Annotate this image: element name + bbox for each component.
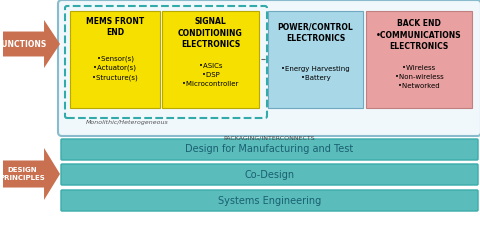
FancyBboxPatch shape <box>58 0 480 136</box>
FancyBboxPatch shape <box>162 11 259 108</box>
Text: SIGNAL
CONDITIONING
ELECTRONICS: SIGNAL CONDITIONING ELECTRONICS <box>178 17 243 49</box>
Text: •Wireless
•Non-wireless
•Networked: •Wireless •Non-wireless •Networked <box>395 65 444 89</box>
Text: MEMS FRONT
END: MEMS FRONT END <box>86 17 144 37</box>
FancyBboxPatch shape <box>61 139 478 160</box>
Text: FUNCTIONS: FUNCTIONS <box>0 39 47 49</box>
Text: DESIGN
PRINCIPLES: DESIGN PRINCIPLES <box>0 168 45 180</box>
FancyBboxPatch shape <box>61 190 478 211</box>
Text: PACKAGING/INTERCONNECTS: PACKAGING/INTERCONNECTS <box>224 136 315 141</box>
Text: •ASICs
•DSP
•Microcontroller: •ASICs •DSP •Microcontroller <box>182 63 239 87</box>
Text: Monolithic/Heterogeneous: Monolithic/Heterogeneous <box>85 120 168 125</box>
Text: Systems Engineering: Systems Engineering <box>218 196 321 206</box>
FancyBboxPatch shape <box>268 11 363 108</box>
FancyBboxPatch shape <box>70 11 160 108</box>
Text: •Energy Harvesting
•Battery: •Energy Harvesting •Battery <box>281 65 350 81</box>
Text: Design for Manufacturing and Test: Design for Manufacturing and Test <box>185 145 354 154</box>
Text: Co-Design: Co-Design <box>244 169 295 179</box>
Polygon shape <box>3 20 60 68</box>
Text: •Sensor(s)
•Actuator(s)
•Structure(s): •Sensor(s) •Actuator(s) •Structure(s) <box>92 55 138 81</box>
Text: BACK END
•COMMUNICATIONS
ELECTRONICS: BACK END •COMMUNICATIONS ELECTRONICS <box>376 19 462 51</box>
FancyBboxPatch shape <box>366 11 472 108</box>
Text: POWER/CONTROL
ELECTRONICS: POWER/CONTROL ELECTRONICS <box>277 23 353 43</box>
FancyBboxPatch shape <box>61 164 478 185</box>
Polygon shape <box>3 148 60 200</box>
